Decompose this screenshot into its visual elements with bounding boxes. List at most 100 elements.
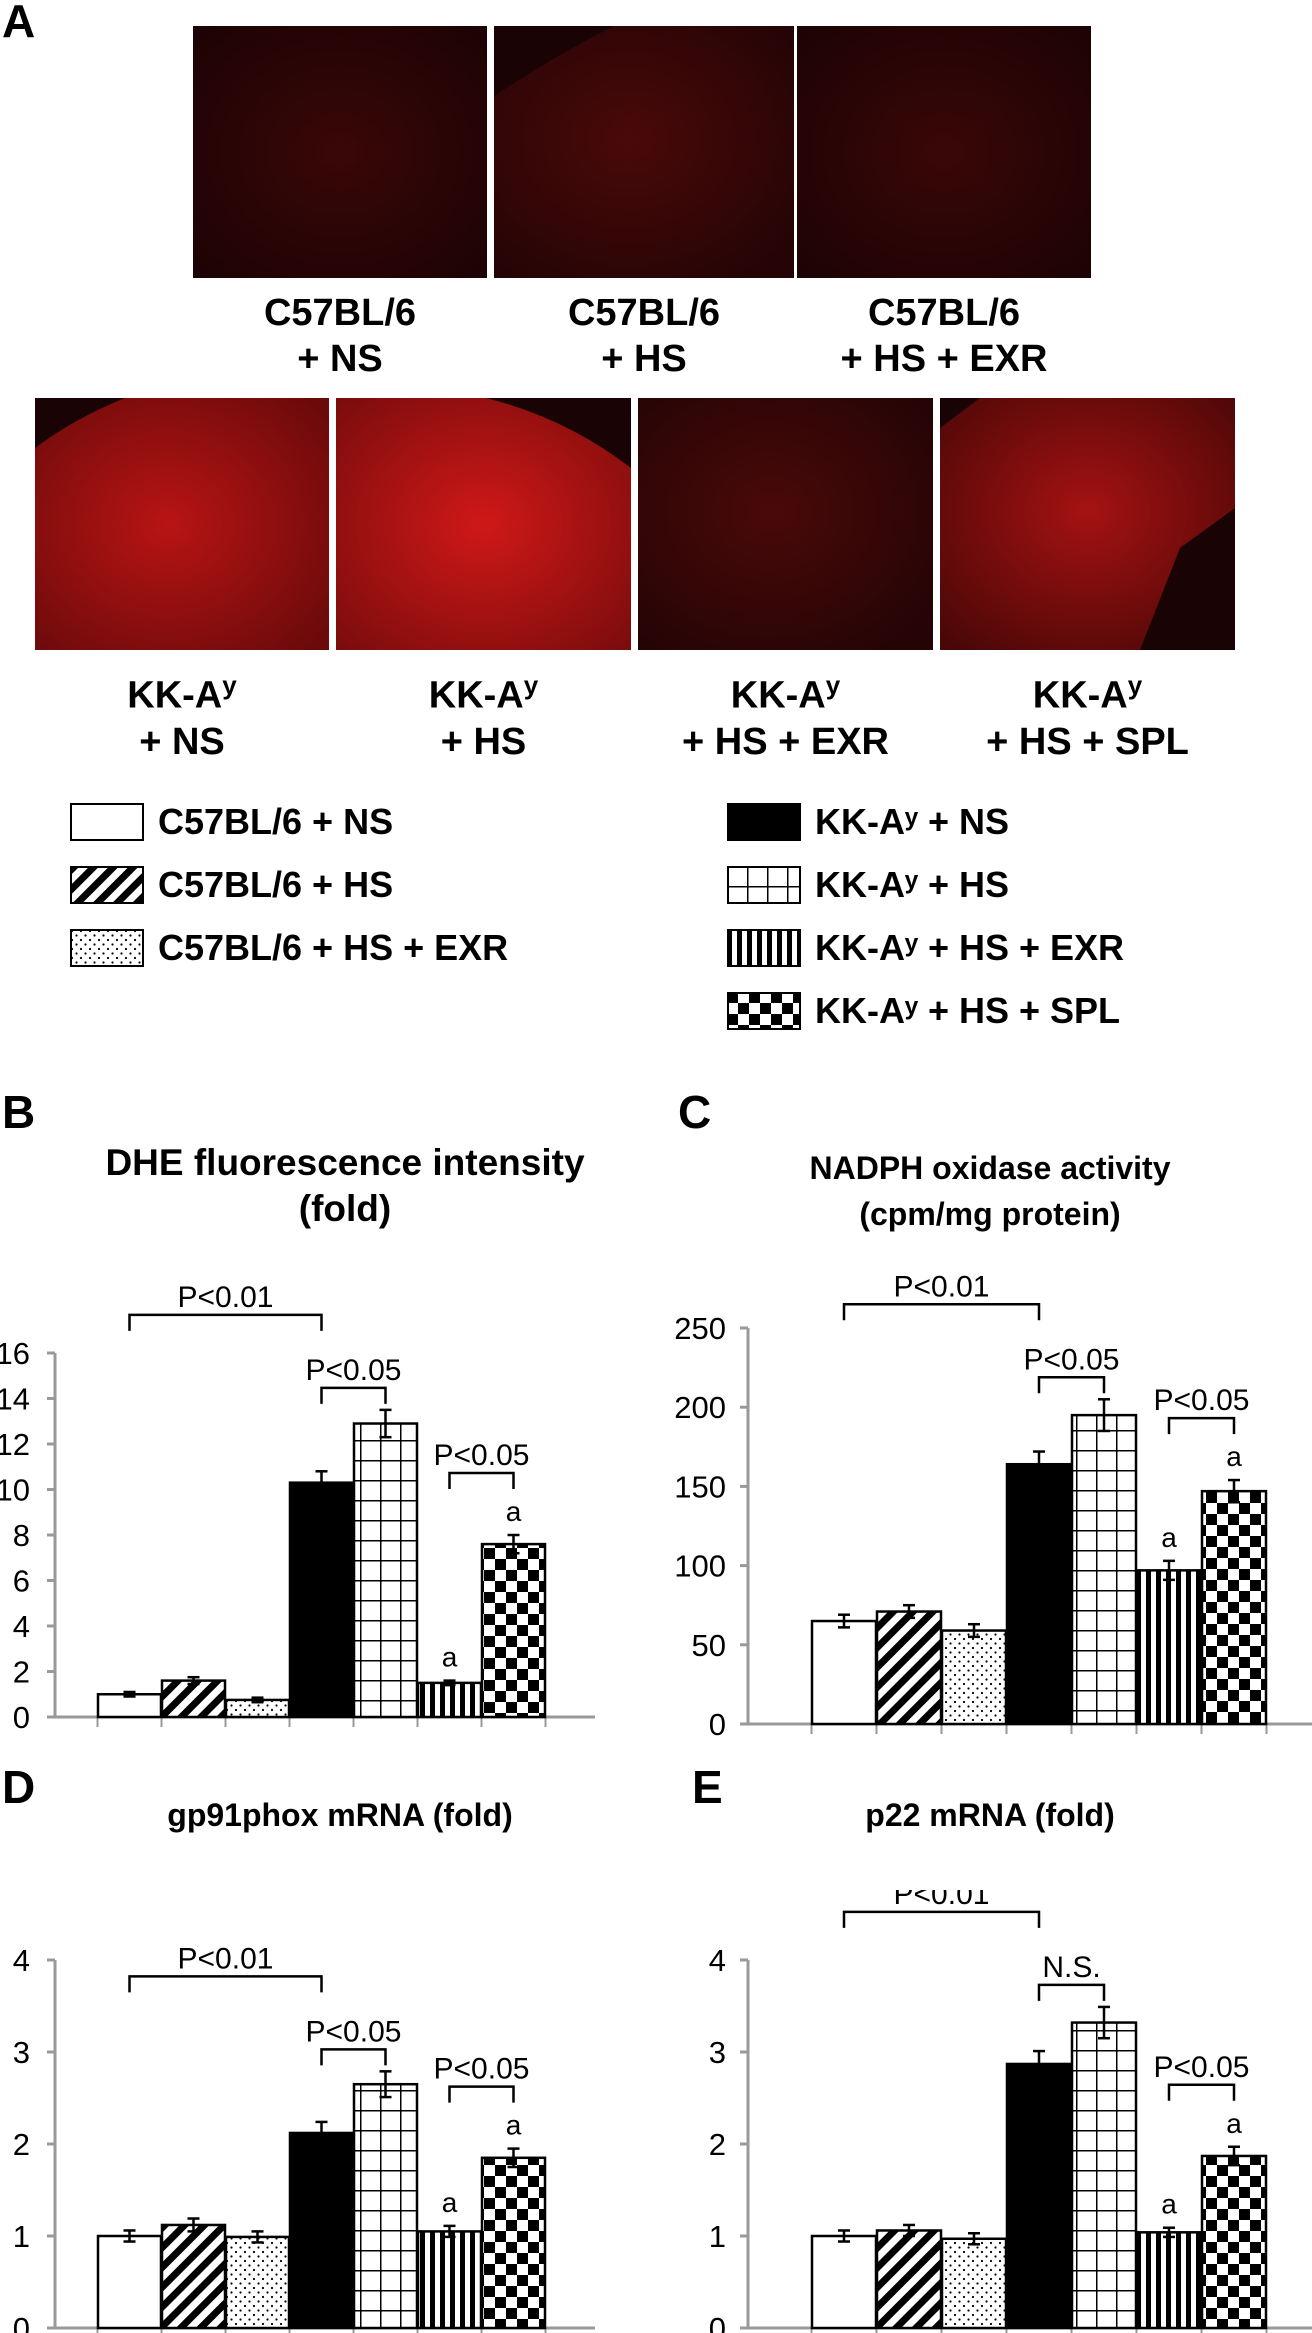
bracket-label: N.S.: [1042, 1951, 1100, 1984]
bracket-label: P<0.01: [178, 1281, 274, 1314]
bracket-label: P<0.05: [434, 2053, 530, 2086]
significance-bracket: [1037, 1376, 1106, 1394]
legend-swatch: [70, 929, 144, 967]
y-tick-label: 250: [674, 1311, 726, 1346]
micrograph-c57-hs: [494, 26, 794, 278]
bracket-label: P<0.05: [306, 1354, 402, 1387]
bar: [1005, 2062, 1073, 2330]
significance-bracket: [842, 1303, 1041, 1321]
bar: [810, 1619, 878, 1726]
micrograph-kk-ns: [35, 398, 329, 650]
bracket-label: P<0.01: [178, 1942, 274, 1975]
chart-d-title: gp91phox mRNA (fold): [167, 1797, 513, 1833]
chart-e-title: p22 mRNA (fold): [865, 1797, 1115, 1833]
y-tick-label: 6: [13, 1564, 30, 1599]
panel-label-e: E: [692, 1761, 723, 1813]
significance-letter: a: [506, 1496, 522, 1527]
legend-item: KK-Aʸ + NS: [727, 800, 1009, 844]
y-tick-label: 3: [13, 2035, 30, 2070]
micrograph-kk-hs-exr: [638, 398, 933, 650]
significance-bracket: [448, 2085, 515, 2103]
caption-kk-hs-exr: KK-Ay + HS + EXR: [682, 670, 889, 763]
bracket-label: P<0.05: [1024, 1343, 1120, 1376]
y-tick-label: 100: [674, 1549, 726, 1584]
significance-letter: a: [506, 2110, 522, 2141]
legend-item: KK-Aʸ + HS: [727, 863, 1009, 907]
y-tick-label: 2: [13, 1655, 30, 1690]
legend-item: KK-Aʸ + HS + SPL: [727, 989, 1120, 1033]
bar: [352, 2082, 419, 2330]
bar: [940, 2237, 1008, 2330]
chart-d: 0 1 2 3 4 a a P<0.01 P<0.05 P<0.05: [13, 1942, 595, 2333]
bar: [288, 1481, 355, 1719]
y-tick-label: 150: [674, 1469, 726, 1504]
y-tick-label: 14: [0, 1382, 30, 1417]
bar: [480, 1542, 547, 1719]
chart-e: 0 1 2 3 4 a a P<0.01 N.S. P<0.05: [709, 1890, 1312, 2333]
bar: [352, 1422, 419, 1719]
bracket-label: P<0.01: [894, 1270, 990, 1303]
micrograph-c57-ns: [193, 26, 487, 278]
caption-c57-hs: C57BL/6 + HS: [567, 292, 721, 380]
bar: [416, 2230, 483, 2330]
y-tick-label: 3: [709, 2035, 726, 2070]
bar: [810, 2234, 878, 2330]
significance-bracket: [320, 1386, 387, 1404]
y-tick-label: 16: [0, 1336, 30, 1371]
bar: [875, 2229, 943, 2330]
bracket-label: P<0.05: [1154, 2051, 1250, 2084]
caption-kk-ns: KK-Ay + NS: [127, 670, 237, 763]
caption-kk-hs-spl: KK-Ay + HS + SPL: [986, 670, 1189, 763]
micrograph-kk-hs: [336, 398, 631, 650]
legend-item: C57BL/6 + HS: [70, 863, 393, 907]
y-tick-label: 1: [13, 2219, 30, 2254]
legend-label: KK-Aʸ + NS: [815, 801, 1009, 842]
legend-label: KK-Aʸ + HS + SPL: [815, 990, 1121, 1031]
legend-label: KK-Aʸ + HS + EXR: [815, 927, 1125, 968]
significance-letter: a: [442, 2187, 458, 2218]
y-tick-label: 2: [709, 2127, 726, 2162]
significance-letter: a: [442, 1642, 458, 1673]
legend-label: KK-Aʸ + HS: [815, 864, 1009, 905]
y-tick-label: 0: [13, 2311, 30, 2333]
y-tick-label: 2: [13, 2127, 30, 2162]
y-tick-label: 4: [13, 1943, 30, 1978]
significance-bracket: [448, 1471, 515, 1489]
significance-bracket: [320, 2048, 387, 2066]
significance-bracket: [1037, 1983, 1106, 2001]
y-tick-label: 1: [709, 2219, 726, 2254]
bar: [224, 2235, 291, 2330]
y-tick-label: 50: [692, 1628, 726, 1663]
bar: [288, 2131, 355, 2330]
bar: [1200, 2154, 1268, 2330]
chart-b-title: DHE fluorescence intensity (fold): [105, 1142, 585, 1229]
legend-swatch: [727, 992, 801, 1030]
legend-swatch: [70, 866, 144, 904]
bar: [416, 1681, 483, 1719]
chart-c: 0 50 100 150 200 250 a a P<0.01 P<0.05 P<0.05: [674, 1270, 1312, 1740]
legend-label: C57BL/6 + HS: [158, 864, 394, 905]
significance-bracket: [128, 1975, 323, 1993]
caption-kk-hs: KK-Ay + HS: [428, 670, 539, 763]
y-tick-label: 0: [709, 1707, 726, 1740]
significance-letter: a: [1226, 2108, 1242, 2139]
micrograph-kk-hs-spl: [940, 398, 1235, 650]
y-tick-label: 200: [674, 1390, 726, 1425]
legend-item: C57BL/6 + NS: [70, 800, 393, 844]
caption-c57-ns: C57BL/6 + NS: [263, 292, 417, 380]
bar: [1135, 1569, 1203, 1726]
y-tick-label: 10: [0, 1473, 30, 1508]
bar: [96, 2234, 163, 2330]
bar: [875, 1610, 943, 1726]
significance-bracket: [1167, 2083, 1236, 2101]
significance-bracket: [1167, 1416, 1236, 1435]
y-tick-label: 8: [13, 1518, 30, 1553]
bar: [1200, 1489, 1268, 1726]
significance-letter: a: [1226, 1441, 1242, 1472]
chart-c-title: NADPH oxidase activity (cpm/mg protein): [809, 1150, 1171, 1232]
bar: [1070, 2021, 1138, 2330]
bar: [160, 1679, 227, 1719]
legend-item: KK-Aʸ + HS + EXR: [727, 926, 1124, 970]
micrograph-c57-hs-exr: [797, 26, 1091, 278]
significance-letter: a: [1161, 1522, 1177, 1553]
